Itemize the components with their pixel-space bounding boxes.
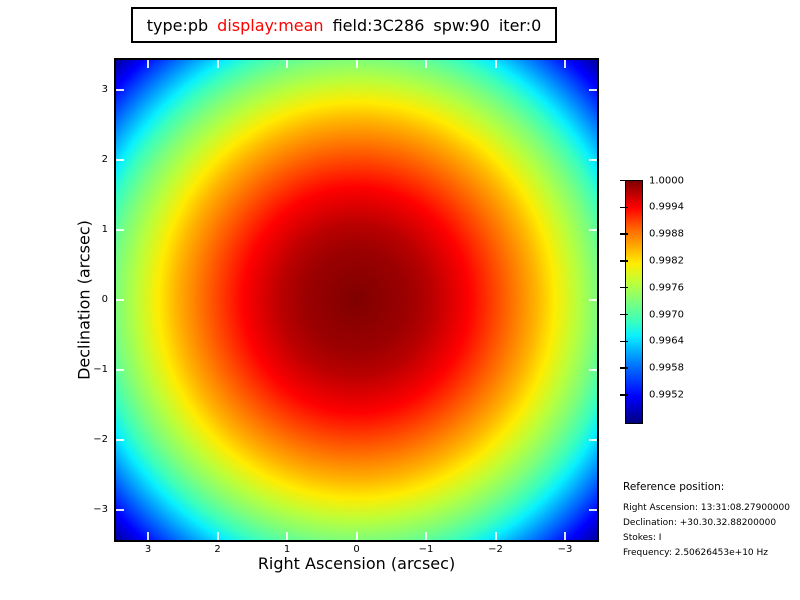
y-tick-mark-left bbox=[116, 508, 124, 511]
x-tick-mark-top bbox=[216, 60, 219, 68]
colorbar-tick-label: 0.9970 bbox=[649, 309, 684, 320]
colorbar-tick-mark bbox=[620, 313, 628, 316]
x-tick-mark-top bbox=[286, 60, 288, 68]
x-axis-label: Right Ascension (arcsec) bbox=[257, 554, 456, 573]
colorbar-tick-label: 0.9964 bbox=[649, 335, 684, 347]
y-tick-mark-right bbox=[589, 299, 597, 301]
title-box: type:pb display:mean field:3C286 spw:90 … bbox=[131, 7, 557, 43]
title-seg-display: display:mean bbox=[217, 15, 324, 35]
x-tick-mark-top bbox=[494, 60, 497, 68]
x-tick-mark-bottom bbox=[494, 532, 497, 540]
x-tick-mark-bottom bbox=[564, 532, 566, 540]
y-tick-mark-left bbox=[116, 229, 124, 232]
reference-position-block: Reference position: Right Ascension: 13:… bbox=[623, 481, 798, 563]
colorbar-tick-mark bbox=[620, 340, 628, 343]
primary-beam-image bbox=[114, 58, 599, 542]
reference-stokes: Stokes: I bbox=[623, 533, 662, 543]
x-tick-mark-bottom bbox=[425, 532, 427, 540]
y-tick-mark-left bbox=[116, 438, 124, 441]
x-tick-mark-bottom bbox=[286, 532, 288, 540]
x-tick-label: 0 bbox=[353, 544, 360, 555]
x-tick-mark-bottom bbox=[355, 532, 358, 540]
colorbar-tick-mark bbox=[620, 367, 628, 369]
reference-frequency: Frequency: 2.50626453e+10 Hz bbox=[623, 548, 769, 558]
x-tick-label: 3 bbox=[144, 544, 152, 555]
reference-dec: Declination: +30.30.32.88200000 bbox=[623, 518, 777, 528]
y-tick-label: −1 bbox=[93, 363, 108, 375]
colorbar-tick-label: 0.9952 bbox=[649, 389, 684, 401]
colorbar-tick-mark bbox=[620, 179, 628, 182]
y-tick-label: 2 bbox=[101, 154, 108, 166]
colorbar-tick-mark bbox=[620, 394, 628, 396]
x-tick-label: 2 bbox=[214, 544, 221, 555]
colorbar bbox=[625, 180, 643, 424]
y-axis-label: Declination (arcsec) bbox=[74, 220, 94, 380]
y-tick-label: −3 bbox=[93, 503, 108, 515]
colorbar-tick-label: 0.9982 bbox=[649, 255, 684, 267]
colorbar-tick-mark bbox=[620, 206, 628, 209]
colorbar-tick-mark bbox=[620, 233, 628, 235]
x-tick-mark-top bbox=[355, 60, 358, 68]
title-seg-type: type:pb bbox=[146, 15, 209, 35]
reference-heading: Reference position: bbox=[623, 481, 725, 493]
colorbar-tick-label: 0.9988 bbox=[649, 228, 684, 240]
y-tick-mark-right bbox=[589, 508, 597, 511]
x-tick-label: −2 bbox=[488, 544, 503, 555]
x-tick-label: 1 bbox=[283, 544, 291, 555]
title-seg-iter: iter:0 bbox=[498, 15, 542, 35]
y-tick-mark-left bbox=[116, 368, 124, 371]
y-tick-label: 3 bbox=[101, 84, 108, 96]
y-tick-label: 0 bbox=[101, 294, 108, 305]
x-tick-mark-top bbox=[147, 60, 149, 68]
colorbar-tick-mark bbox=[620, 260, 628, 262]
x-tick-mark-top bbox=[425, 60, 427, 68]
y-tick-mark-left bbox=[116, 159, 124, 162]
reference-ra: Right Ascension: 13:31:08.27900000 bbox=[623, 503, 790, 513]
colorbar-tick-label: 0.9958 bbox=[649, 362, 684, 374]
colorbar-tick-label: 0.9994 bbox=[649, 201, 684, 213]
colorbar-tick-label: 0.9976 bbox=[649, 282, 684, 294]
x-tick-label: −3 bbox=[557, 544, 573, 555]
title-seg-spw: spw:90 bbox=[433, 15, 490, 35]
y-tick-mark-right bbox=[589, 229, 597, 232]
x-tick-mark-top bbox=[564, 60, 566, 68]
y-tick-mark-right bbox=[589, 438, 597, 441]
y-tick-label: −2 bbox=[93, 433, 108, 445]
colorbar-tick-label: 1.0000 bbox=[649, 175, 684, 186]
y-tick-mark-left bbox=[116, 299, 124, 301]
x-tick-mark-bottom bbox=[216, 532, 219, 540]
y-tick-mark-right bbox=[589, 368, 597, 371]
x-tick-label: −1 bbox=[418, 544, 434, 555]
y-tick-mark-left bbox=[116, 89, 124, 92]
title-seg-field: field:3C286 bbox=[332, 15, 425, 35]
y-tick-mark-right bbox=[589, 159, 597, 162]
y-tick-mark-right bbox=[589, 89, 597, 92]
colorbar-tick-mark bbox=[620, 286, 628, 289]
y-tick-label: 1 bbox=[101, 224, 108, 236]
x-tick-mark-bottom bbox=[147, 532, 149, 540]
